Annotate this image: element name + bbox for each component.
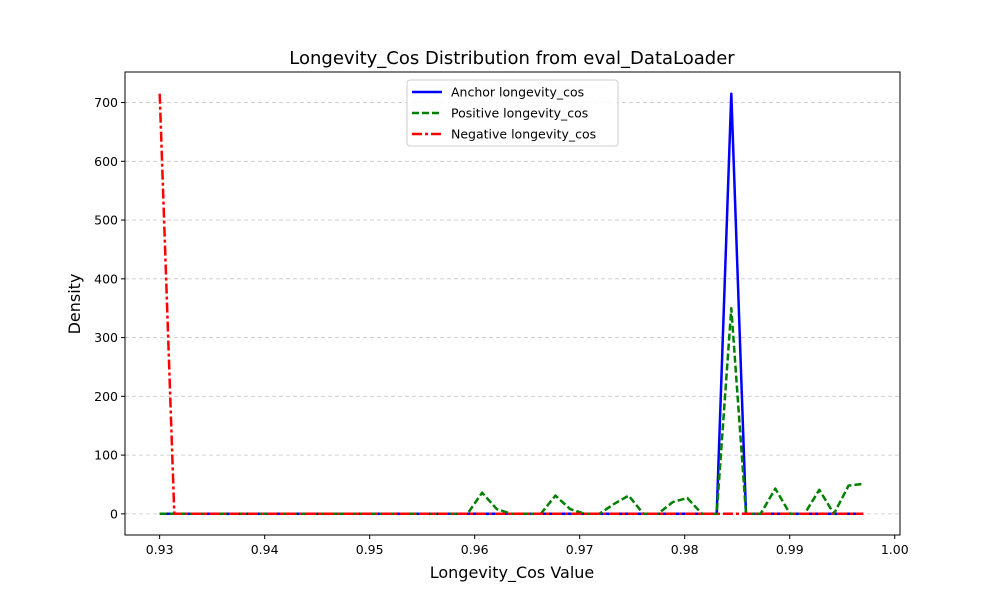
y-tick-label: 200 (94, 389, 118, 404)
y-axis: 0 100 200 300 400 500 600 700 (94, 95, 125, 521)
x-tick-label: 0.96 (461, 542, 489, 557)
y-tick-label: 500 (94, 213, 118, 228)
x-tick-label: 0.98 (671, 542, 699, 557)
y-tick-label: 0 (110, 506, 118, 521)
y-tick-label: 100 (94, 448, 118, 463)
series-line-2 (158, 93, 864, 516)
legend-label-0: Anchor longevity_cos (451, 85, 584, 100)
y-tick-label: 600 (94, 154, 118, 169)
x-tick-label: 0.94 (251, 542, 279, 557)
series-lines (158, 92, 864, 516)
grid (125, 102, 900, 515)
chart-title: Longevity_Cos Distribution from eval_Dat… (289, 48, 735, 69)
legend-label-2: Negative longevity_cos (451, 127, 596, 142)
y-tick-label: 700 (94, 95, 118, 110)
x-tick-label: 0.97 (566, 542, 594, 557)
y-axis-label: Density (65, 274, 84, 335)
x-tick-label: 0.99 (776, 542, 804, 557)
legend: Anchor longevity_cos Positive longevity_c… (406, 79, 619, 147)
plot-frame (124, 71, 901, 536)
y-tick-label: 400 (94, 271, 118, 286)
y-tick-label: 300 (94, 330, 118, 345)
series-line-0 (159, 92, 864, 516)
legend-label-1: Positive longevity_cos (451, 106, 588, 121)
x-tick-label: 0.93 (146, 542, 174, 557)
legend-box (406, 79, 619, 147)
x-tick-label: 0.95 (356, 542, 384, 557)
x-axis: 0.93 0.94 0.95 0.96 0.97 0.98 0.99 1.00 (146, 535, 909, 557)
x-tick-label: 1.00 (881, 542, 909, 557)
x-axis-label: Longevity_Cos Value (430, 563, 595, 583)
series-line-1 (159, 306, 864, 516)
